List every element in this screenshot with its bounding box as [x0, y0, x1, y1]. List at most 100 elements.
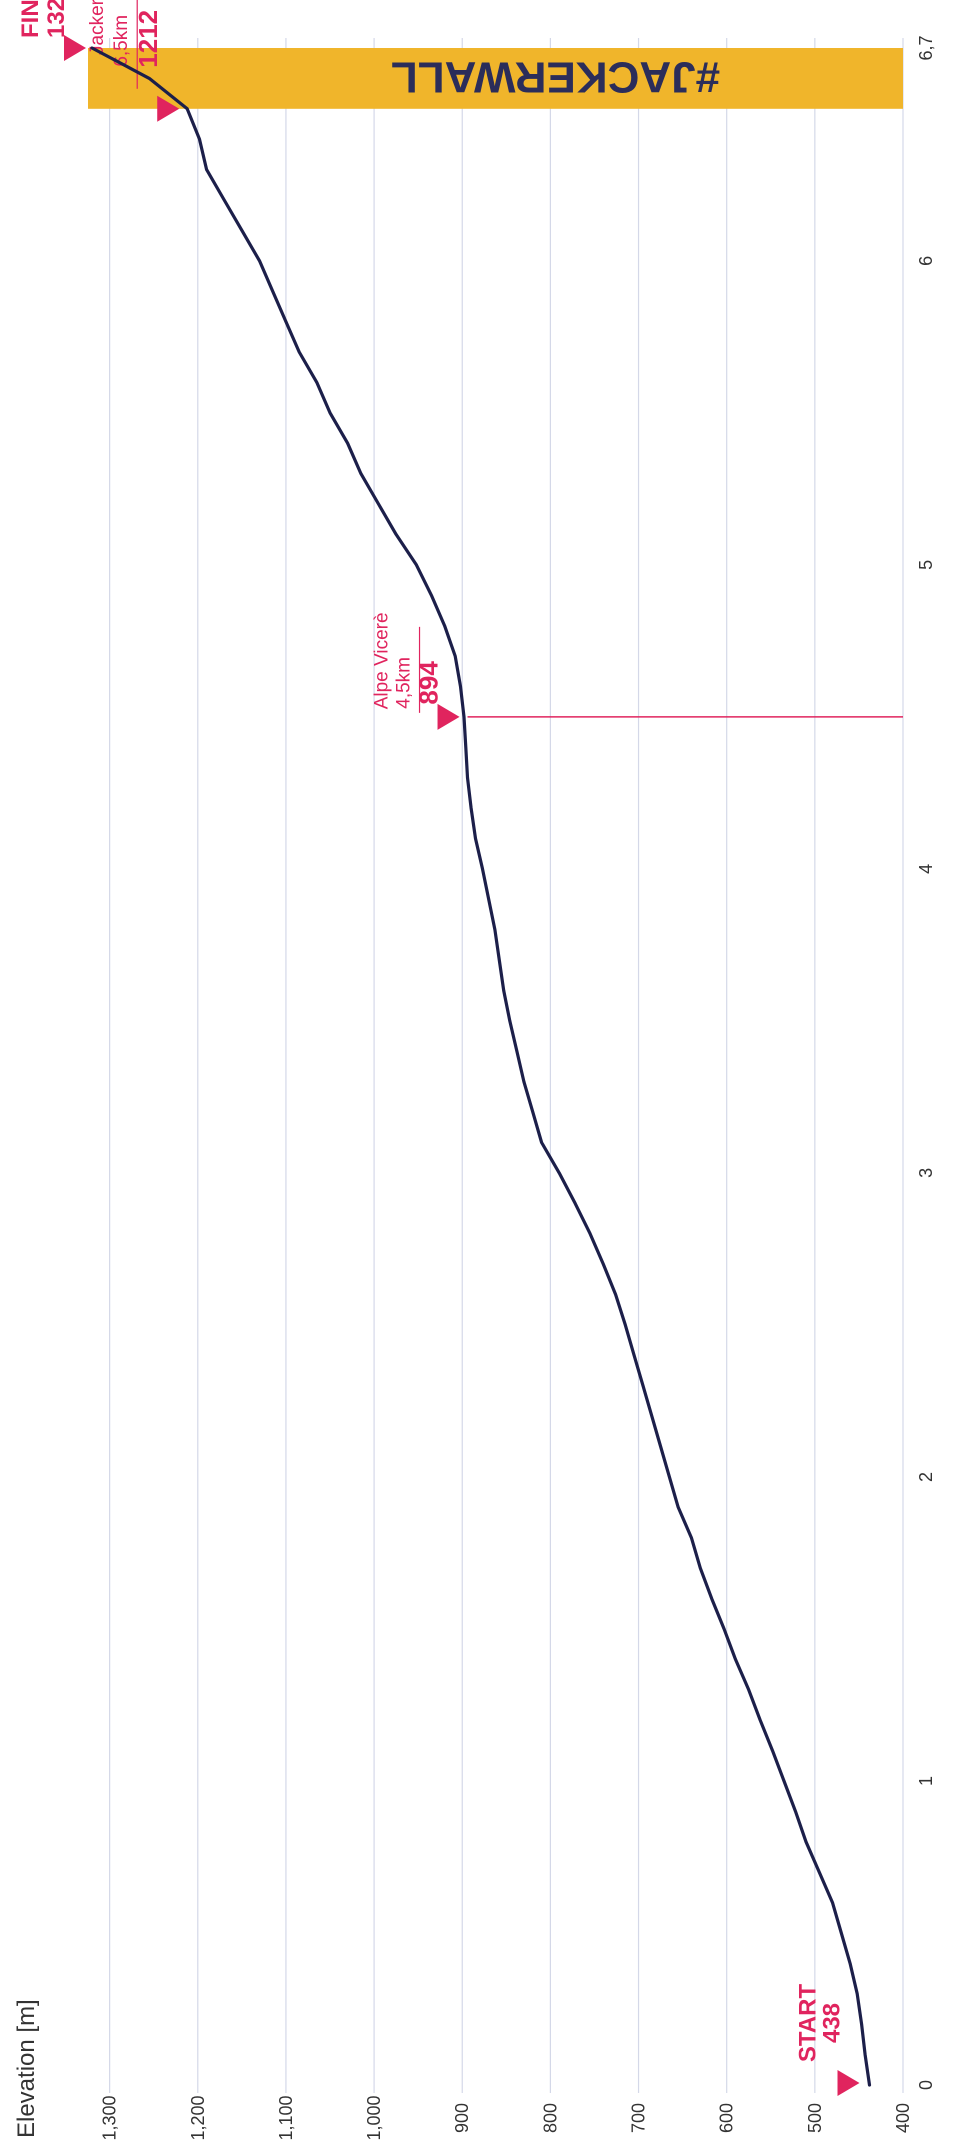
line-point [540, 1141, 543, 1144]
x-tick-label: 3 [916, 1168, 936, 1178]
line-point [589, 1232, 591, 1235]
line-point [856, 1992, 858, 1995]
line-point [805, 1840, 807, 1843]
start-value: 438 [819, 2003, 846, 2043]
y-tick-label: 700 [629, 2103, 649, 2133]
y-tick-label: 500 [805, 2103, 825, 2133]
line-point [258, 260, 261, 262]
line-point [443, 624, 446, 627]
x-tick-label: 6 [916, 256, 936, 266]
line-point [614, 1293, 617, 1296]
line-point [710, 1597, 713, 1600]
line-point [831, 1901, 834, 1904]
finish-marker [64, 35, 86, 61]
line-point [668, 1476, 671, 1478]
line-point [650, 1415, 653, 1417]
line-point [459, 685, 462, 688]
line-point [602, 1263, 605, 1265]
line-point [677, 1506, 680, 1509]
line-point [516, 1050, 518, 1053]
y-tick-label: 1,100 [276, 2095, 296, 2140]
line-point [864, 2053, 866, 2056]
y-tick-label: 1,300 [100, 2095, 120, 2140]
x-tick-label: 6,7 [916, 35, 936, 60]
line-point [771, 1749, 774, 1752]
alpe-distance: 4,5km [394, 657, 415, 709]
grid-lines [109, 38, 904, 2093]
line-point [285, 320, 287, 323]
line-point [474, 837, 477, 840]
line-point [360, 472, 362, 475]
jackerwall-marker [157, 95, 180, 122]
line-point [642, 1384, 644, 1387]
line-point [464, 746, 467, 749]
line-point [699, 1567, 702, 1569]
line-point [470, 807, 472, 809]
line-point [690, 1536, 693, 1539]
y-tick-label: 1,000 [364, 2095, 384, 2140]
line-point [502, 989, 505, 992]
line-points [91, 47, 871, 2086]
line-point [860, 2023, 863, 2025]
line-point [430, 594, 433, 597]
line-point [148, 77, 151, 80]
line-point [91, 47, 93, 49]
line-point [186, 108, 189, 110]
alpe-title: Alpe Vicerè [372, 612, 393, 709]
line-point [840, 1932, 843, 1934]
line-point [494, 928, 496, 931]
x-tick-label: 2 [916, 1472, 936, 1482]
x-axis-ticks: 0 1 2 3 4 5 6 6,7 [916, 35, 936, 2090]
jackerwall-value: 1212 [133, 10, 163, 68]
line-point [329, 412, 331, 414]
line-point [723, 1628, 725, 1630]
line-point [747, 1688, 750, 1691]
line-point [377, 503, 380, 505]
line-point [198, 138, 201, 141]
line-point [395, 533, 397, 536]
line-point [487, 898, 490, 901]
line-point [223, 199, 226, 201]
y-tick-label: 900 [452, 2103, 472, 2133]
y-tick-label: 800 [540, 2103, 560, 2133]
line-point [454, 655, 456, 657]
x-tick-label: 1 [916, 1776, 936, 1786]
line-point [558, 1172, 561, 1174]
alpe-value: 894 [414, 661, 444, 705]
line-point [659, 1445, 662, 1448]
line-point [315, 381, 318, 384]
line-point [868, 2084, 871, 2086]
line-point [523, 1080, 525, 1083]
line-point [205, 168, 208, 171]
jackerwall-band-label: #JACKERWALL [391, 52, 720, 101]
line-point [759, 1719, 761, 1721]
jackerwall-title: Jacker WALL [87, 0, 108, 55]
line-point [241, 229, 243, 232]
start-title: START [795, 1984, 822, 2063]
line-point [633, 1354, 635, 1357]
x-tick-label: 4 [916, 864, 936, 874]
line-point [624, 1324, 627, 1326]
y-axis-ticks: 400 500 600 700 800 900 1,000 1,100 1,200 1,300 [100, 2095, 913, 2140]
y-tick-label: 600 [717, 2103, 737, 2133]
line-point [818, 1871, 821, 1873]
line-point [463, 716, 465, 718]
finish-value: 1320 [43, 0, 70, 38]
line-point [849, 1962, 851, 1965]
line-point [271, 290, 274, 293]
line-point [415, 564, 418, 566]
line-point [734, 1658, 737, 1661]
line-point [794, 1810, 797, 1813]
start-marker [837, 2070, 860, 2096]
jackerwall-distance: 6,5km [111, 15, 132, 67]
jackerwall-band-rect [88, 48, 903, 109]
y-axis-label: Elevation [m] [13, 1999, 40, 2138]
line-point [346, 442, 349, 445]
line-point [481, 868, 484, 870]
line-point [466, 776, 469, 779]
line-point [498, 959, 501, 961]
finish-title: FINISH [17, 0, 44, 38]
line-point [531, 1111, 534, 1113]
line-point [298, 351, 300, 353]
